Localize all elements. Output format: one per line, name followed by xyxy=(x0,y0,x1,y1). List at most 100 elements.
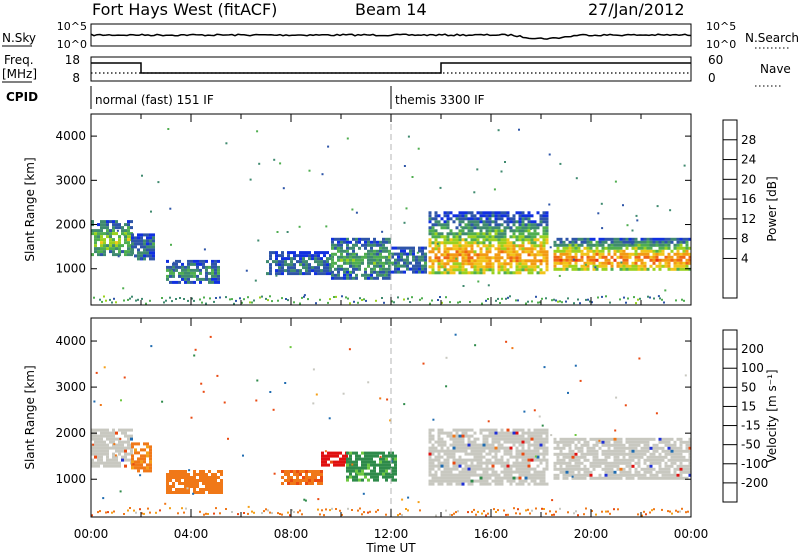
data-cell xyxy=(440,437,444,441)
data-cell xyxy=(458,461,462,465)
data-cell xyxy=(571,464,575,468)
data-cell xyxy=(379,243,382,247)
data-cell xyxy=(649,473,653,477)
data-cell xyxy=(553,437,557,441)
data-cell xyxy=(443,470,447,474)
scatter-point xyxy=(272,408,275,411)
strip-cell xyxy=(535,295,537,298)
data-cell xyxy=(296,482,299,485)
data-cell xyxy=(491,268,495,272)
data-cell xyxy=(467,437,471,441)
data-cell xyxy=(470,220,474,224)
data-cell xyxy=(421,270,424,274)
data-cell xyxy=(604,470,608,474)
data-cell xyxy=(109,446,112,450)
data-cell xyxy=(275,254,278,258)
data-cell xyxy=(193,482,196,485)
data-cell xyxy=(542,482,546,486)
data-cell xyxy=(625,452,629,456)
colorbar-tick-label: 200 xyxy=(741,342,764,356)
data-cell xyxy=(149,239,152,243)
data-cell xyxy=(485,247,489,251)
data-cell xyxy=(652,443,656,447)
data-cell xyxy=(670,476,674,480)
data-cell xyxy=(562,458,566,462)
data-cell xyxy=(434,473,438,477)
strip-cell xyxy=(269,295,271,298)
strip-cell xyxy=(453,512,455,515)
data-cell xyxy=(512,461,516,465)
data-cell xyxy=(458,449,462,453)
data-cell xyxy=(394,469,397,473)
data-cell xyxy=(470,470,474,474)
data-cell xyxy=(533,458,537,462)
data-cell xyxy=(500,476,504,480)
data-cell xyxy=(452,455,456,459)
data-cell xyxy=(302,251,305,255)
data-cell xyxy=(349,451,352,455)
data-cell xyxy=(539,437,543,441)
strip-cell xyxy=(609,301,611,304)
data-cell xyxy=(175,488,178,491)
data-cell xyxy=(461,253,465,257)
data-cell xyxy=(515,256,519,260)
data-cell xyxy=(506,473,510,477)
data-cell xyxy=(553,258,557,262)
data-cell xyxy=(509,229,513,233)
data-cell xyxy=(431,229,435,233)
data-cell xyxy=(616,437,620,441)
data-cell xyxy=(518,467,522,471)
data-cell xyxy=(184,473,187,476)
data-cell xyxy=(355,475,358,479)
data-cell xyxy=(115,247,118,251)
data-cell xyxy=(443,226,447,230)
data-cell xyxy=(382,264,385,268)
noise-left-tick-bottom: 10^0 xyxy=(57,38,87,51)
scatter-point xyxy=(327,145,330,148)
data-cell xyxy=(382,451,385,455)
data-cell xyxy=(545,446,549,450)
y-tick-label: 3000 xyxy=(55,173,86,187)
scatter-point xyxy=(123,376,126,379)
scatter-point xyxy=(303,498,306,501)
data-cell xyxy=(211,491,214,494)
data-cell xyxy=(202,479,205,482)
data-cell xyxy=(470,238,474,242)
data-cell xyxy=(428,473,432,477)
strip-cell xyxy=(247,512,249,515)
data-cell xyxy=(577,249,581,253)
data-cell xyxy=(634,452,638,456)
near-range-strip xyxy=(91,507,689,517)
date-label: 27/Jan/2012 xyxy=(588,0,685,19)
data-cell xyxy=(431,461,435,465)
data-cell xyxy=(388,237,391,241)
data-cell xyxy=(613,243,617,247)
data-cell xyxy=(542,235,546,239)
data-cell xyxy=(118,253,121,257)
data-cell xyxy=(556,452,560,456)
data-cell xyxy=(512,241,516,245)
data-cell xyxy=(616,243,620,247)
data-cell xyxy=(299,257,302,261)
data-cell xyxy=(571,476,575,480)
data-cell xyxy=(473,226,477,230)
data-cell xyxy=(220,479,223,482)
data-cell xyxy=(664,470,668,474)
colorbar-tick-label: 12 xyxy=(741,212,756,226)
scatter-point xyxy=(242,454,244,457)
data-cell xyxy=(446,214,450,218)
data-cell xyxy=(320,476,323,479)
data-cell xyxy=(140,466,143,470)
strip-cell xyxy=(449,301,451,304)
data-cell xyxy=(329,269,332,273)
data-cell xyxy=(562,249,566,253)
data-cell xyxy=(431,241,435,245)
data-cell xyxy=(461,211,465,215)
data-cell xyxy=(428,464,432,468)
scatter-point xyxy=(538,415,541,418)
data-cell xyxy=(406,258,409,262)
data-cell xyxy=(631,243,635,247)
data-cell xyxy=(373,237,376,241)
data-cell xyxy=(521,443,525,447)
